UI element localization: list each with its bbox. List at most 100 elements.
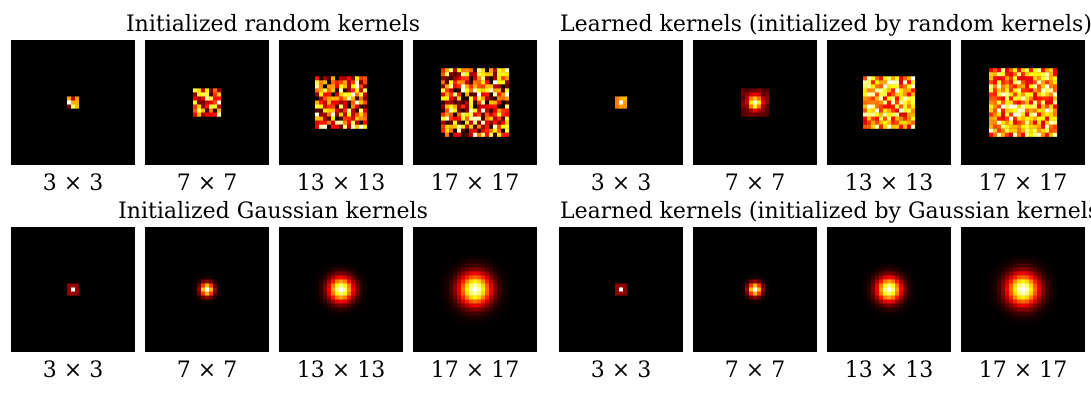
kernel-cell [1041,76,1046,81]
kernel-cell [327,120,332,125]
kernel-cell [213,100,218,105]
kernel-cell [871,287,876,292]
kernel-cell [891,96,896,101]
kernel-cell [485,299,490,304]
kernel-cell [1033,267,1038,272]
kernel-cell [1033,311,1038,316]
kernel-cell [997,80,1002,85]
kernel-cell [347,279,352,284]
kernel-cell [351,96,356,101]
kernel-cell [481,128,486,133]
kernel-cell [465,128,470,133]
kernel-cell [327,311,332,316]
kernel-cell [745,275,750,280]
kernel-cell [465,287,470,292]
kernel-cell [993,319,998,324]
kernel-cell [453,259,458,264]
kernel-cell [209,96,214,101]
kernel-cell [501,112,506,117]
kernel-cell [993,104,998,109]
kernel-cell [879,307,884,312]
kernel-cell [319,275,324,280]
kernel-cell [1009,299,1014,304]
kernel-cell [1041,72,1046,77]
kernel-cell [765,104,770,109]
kernel-cell [765,92,770,97]
kernel-cell [473,287,478,292]
kernel-cell [1029,100,1034,105]
kernel-cell [745,92,750,97]
kernel-cell [749,279,754,284]
kernel-cell [327,291,332,296]
kernel-cell [347,307,352,312]
kernel-cell [505,92,510,97]
kernel-cell [201,291,206,296]
kernel-cell [1017,271,1022,276]
kernel-cell [1037,283,1042,288]
kernel-cell [875,307,880,312]
kernel-cell [193,283,198,288]
kernel-cell [457,255,462,260]
kernel-cell [347,84,352,89]
kernel-cell [327,283,332,288]
kernel-cell [493,96,498,101]
kernel-cell [1029,303,1034,308]
kernel-cell [1013,319,1018,324]
kernel-cell [449,275,454,280]
kernel-cell [1033,68,1038,73]
kernel-cell [1005,128,1010,133]
kernel-cell [497,303,502,308]
kernel-cell [481,96,486,101]
kernel-cell [761,100,766,105]
kernel-cell [863,291,868,296]
kernel-cell [891,283,896,288]
kernel-cell [343,267,348,272]
kernel-cell [1045,271,1050,276]
kernel-cell [363,303,368,308]
kernel-cell [1045,279,1050,284]
kernel-image [961,227,1085,352]
kernel-cell [911,112,916,117]
kernel-cell [1029,291,1034,296]
kernel-cell [875,291,880,296]
kernel-cell [879,80,884,85]
kernel-cell [907,100,912,105]
kernel-cell [497,287,502,292]
kernel-cell [343,120,348,125]
kernel-cell [1049,132,1054,137]
kernel-cell [891,279,896,284]
kernel-cell [1029,263,1034,268]
kernel-cell [887,112,892,117]
kernel-cell [1005,315,1010,320]
kernel-cell [903,283,908,288]
kernel-cell [1017,76,1022,81]
kernel-cell [457,267,462,272]
kernel-cell [1049,124,1054,129]
kernel-cell [875,96,880,101]
kernel-cell [989,116,994,121]
kernel-cell [197,291,202,296]
kernel-cell [217,275,222,280]
kernel-cell [1037,275,1042,280]
kernel-cell [355,267,360,272]
kernel-cell [67,100,72,105]
kernel-cell [453,263,458,268]
kernel-cell [1041,108,1046,113]
kernel-cell [193,287,198,292]
kernel-cell [761,104,766,109]
kernel-cell [899,275,904,280]
kernel-cell [1049,96,1054,101]
kernel-cell [1013,299,1018,304]
kernel-cell [883,120,888,125]
kernel-cell [1013,259,1018,264]
kernel-cell [505,80,510,85]
kernel-cell [347,88,352,93]
kernel-cell [489,112,494,117]
kernel-cell [741,299,746,304]
kernel-cell [481,88,486,93]
kernel-cell [445,76,450,81]
kernel-size-label: 17 × 17 [430,171,520,196]
kernel-cell [493,315,498,320]
kernel-cell [477,279,482,284]
kernel-cell [473,291,478,296]
